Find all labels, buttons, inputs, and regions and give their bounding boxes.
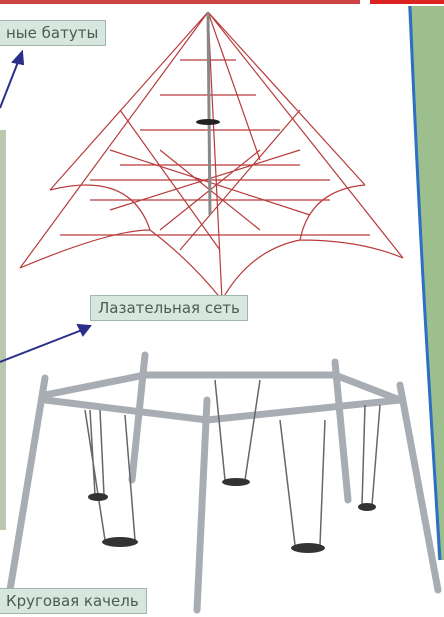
climbing-net <box>20 12 403 300</box>
top-strip <box>0 0 360 4</box>
net-ring <box>196 119 220 125</box>
page: ные батуты Лазательная сеть Круговая кач… <box>0 0 444 617</box>
top-strip-right <box>370 0 444 4</box>
label: ные батуты <box>0 20 106 46</box>
arrows <box>0 52 90 362</box>
left-strip <box>0 130 6 530</box>
label: Лазательная сеть <box>90 295 248 321</box>
net-pole <box>208 12 210 215</box>
label: Круговая качель <box>0 588 147 614</box>
